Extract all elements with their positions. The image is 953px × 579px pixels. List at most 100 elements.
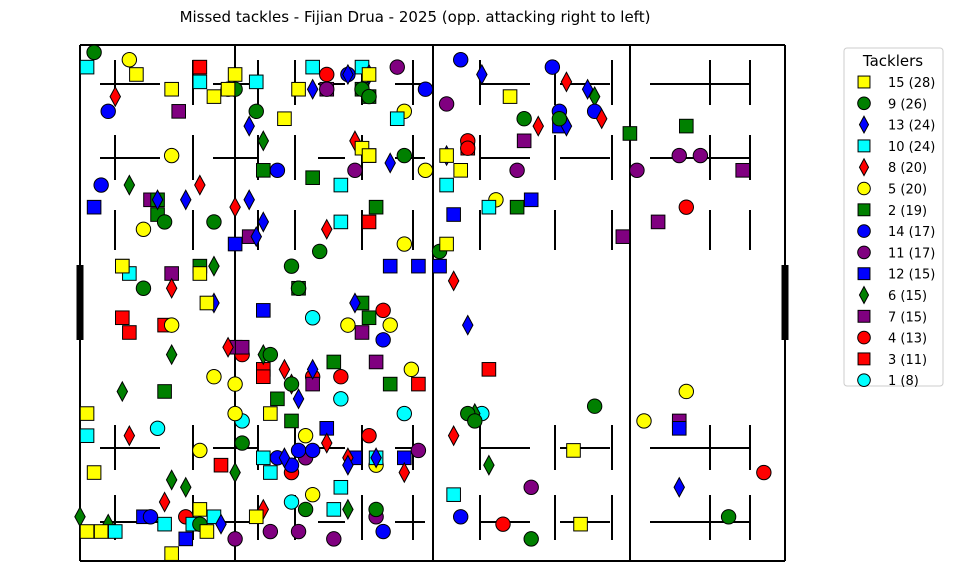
data-point <box>467 413 483 429</box>
data-point <box>560 71 573 93</box>
data-point <box>320 218 333 240</box>
data-point <box>382 258 398 274</box>
data-point <box>396 147 412 164</box>
data-point <box>509 162 525 179</box>
data-point <box>523 531 539 547</box>
data-point <box>149 420 166 437</box>
data-point <box>171 104 186 119</box>
legend-marker <box>858 115 870 135</box>
data-point <box>248 103 264 120</box>
data-point <box>277 111 292 127</box>
data-point <box>135 221 152 237</box>
data-point <box>220 81 236 97</box>
data-point <box>461 314 474 336</box>
data-point <box>417 162 434 179</box>
data-point <box>629 162 645 179</box>
data-point <box>326 531 342 547</box>
data-point <box>234 339 250 355</box>
data-point <box>382 317 398 333</box>
data-point <box>305 59 320 75</box>
data-point <box>165 343 178 366</box>
data-point <box>194 174 206 196</box>
data-point <box>333 177 349 193</box>
data-point <box>297 427 314 444</box>
data-point <box>678 383 694 400</box>
data-point <box>222 336 234 358</box>
data-point <box>306 358 319 380</box>
data-point <box>305 170 320 185</box>
data-point <box>509 199 525 215</box>
data-point <box>93 524 109 539</box>
data-point <box>86 465 102 480</box>
data-point <box>179 476 192 498</box>
data-point <box>283 494 300 510</box>
data-point <box>678 199 694 215</box>
data-point <box>453 163 468 178</box>
data-point <box>368 501 384 518</box>
data-point <box>573 516 588 532</box>
data-point <box>671 147 687 164</box>
data-point <box>256 369 271 385</box>
legend-marker <box>857 373 871 388</box>
data-point <box>290 523 307 540</box>
data-point <box>342 63 354 86</box>
data-point <box>192 502 208 517</box>
data-point <box>326 354 342 370</box>
data-point <box>165 277 178 299</box>
data-point <box>544 59 561 75</box>
data-point <box>340 317 356 333</box>
data-point <box>476 63 488 86</box>
data-point <box>523 192 539 208</box>
data-point <box>192 442 208 459</box>
data-points <box>74 44 772 561</box>
data-point <box>439 236 454 252</box>
data-point <box>262 346 279 363</box>
legend-label: 10 (24) <box>888 140 935 155</box>
data-point <box>671 421 687 436</box>
legend-label: 11 (17) <box>888 246 935 261</box>
data-point <box>263 465 278 480</box>
data-point <box>234 435 250 451</box>
legend-marker <box>857 96 871 111</box>
legend-label: 5 (20) <box>888 183 927 198</box>
data-point <box>439 148 454 163</box>
data-point <box>581 78 594 100</box>
data-point <box>368 354 384 370</box>
data-point <box>447 425 460 447</box>
data-point <box>389 111 405 127</box>
data-point <box>439 177 454 193</box>
data-point <box>215 513 227 535</box>
data-point <box>403 361 420 378</box>
data-point <box>227 531 243 547</box>
data-point <box>460 140 476 156</box>
data-point <box>248 74 264 90</box>
data-point <box>304 310 321 326</box>
data-point <box>333 369 349 385</box>
legend-marker <box>857 181 871 196</box>
data-point <box>319 66 335 83</box>
legend-label: 6 (15) <box>888 289 927 304</box>
legend-marker <box>857 203 871 217</box>
data-point <box>115 258 130 274</box>
data-point <box>432 258 447 274</box>
data-point <box>292 388 305 410</box>
data-point <box>164 81 179 97</box>
data-point <box>79 524 95 539</box>
data-point <box>438 96 455 112</box>
data-point <box>291 81 306 97</box>
data-point <box>349 292 361 314</box>
data-point <box>256 303 271 318</box>
legend-marker <box>857 267 871 281</box>
data-point <box>269 162 286 179</box>
data-point <box>163 147 180 164</box>
data-point <box>396 236 412 252</box>
legend-label: 9 (26) <box>888 97 927 112</box>
data-point <box>333 391 349 407</box>
data-point <box>158 491 171 513</box>
data-point <box>354 325 370 340</box>
data-point <box>375 523 391 540</box>
data-point <box>735 163 751 178</box>
data-point <box>453 509 469 525</box>
data-point <box>312 243 328 260</box>
